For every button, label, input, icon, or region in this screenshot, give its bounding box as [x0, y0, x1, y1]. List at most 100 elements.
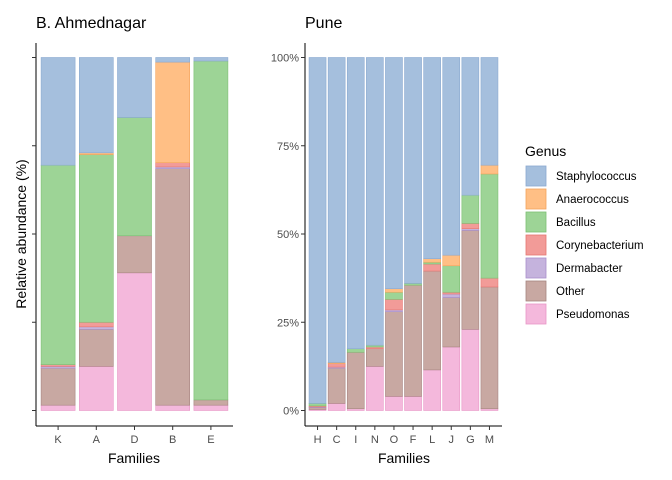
legend-label-pseudomonas: Pseudomonas	[556, 309, 630, 321]
x-tick-label-J: J	[449, 434, 455, 446]
bar-segment-O-staphylococcus	[385, 57, 403, 290]
bar-segment-L-other	[423, 270, 441, 371]
bar-segment-B-anaerococcus	[155, 61, 190, 164]
x-tick-label-B: B	[169, 434, 176, 446]
panel-1-title: B. Ahmednagar	[36, 15, 147, 32]
bar-segment-A-corynebacterium	[79, 321, 114, 328]
y-tick-label: 25%	[277, 317, 299, 329]
bar-segment-K-staphylococcus	[40, 57, 76, 166]
bar-segment-B-staphylococcus	[155, 57, 190, 63]
x-tick-label-A: A	[93, 434, 101, 446]
bar-segment-O-corynebacterium	[385, 299, 403, 311]
bar-segment-N-pseudomonas	[366, 366, 384, 411]
bar-segment-M-corynebacterium	[480, 277, 499, 288]
x-tick-label-G: G	[466, 434, 475, 446]
y-tick-label: 50%	[277, 229, 299, 241]
bar-segment-A-pseudomonas	[79, 366, 114, 411]
y-tick-label: 75%	[277, 141, 299, 153]
legend-label-other: Other	[556, 286, 585, 298]
bar-segment-G-staphylococcus	[461, 57, 480, 196]
bar-segment-G-corynebacterium	[461, 223, 480, 230]
bar-segment-L-staphylococcus	[423, 57, 441, 260]
bar-segment-M-other	[480, 286, 499, 410]
bar-segment-J-bacillus	[442, 265, 461, 293]
legend-key-dermabacter	[525, 257, 547, 279]
bar-segment-J-other	[442, 297, 461, 348]
bar-segment-O-other	[385, 311, 403, 397]
bar-segment-D-staphylococcus	[117, 57, 152, 118]
bar-segment-B-other	[155, 168, 190, 406]
legend-key-staphylococcus	[525, 165, 547, 187]
bar-segment-K-bacillus	[40, 164, 76, 365]
legend-label-bacillus: Bacillus	[556, 217, 596, 229]
x-tick-label-D: D	[131, 434, 139, 446]
legend-label-corynebacterium: Corynebacterium	[556, 240, 644, 252]
panel-2-bars	[308, 57, 499, 411]
bar-segment-O-anaerococcus	[385, 288, 403, 293]
bar-segment-A-staphylococcus	[79, 57, 114, 154]
legend-key-bacillus	[525, 211, 547, 233]
bar-segment-M-bacillus	[480, 173, 499, 279]
bar-segment-J-dermabacter	[442, 293, 461, 298]
x-tick-label-H: H	[314, 434, 322, 446]
bar-segment-I-bacillus	[346, 348, 365, 353]
bar-segment-G-other	[461, 230, 480, 330]
bar-segment-L-corynebacterium	[423, 263, 441, 272]
bar-segment-C-pseudomonas	[327, 403, 346, 411]
bar-segment-C-staphylococcus	[327, 57, 346, 363]
x-tick-label-E: E	[207, 434, 214, 446]
legend-label-staphylococcus: Staphylococcus	[556, 171, 637, 183]
bar-segment-D-pseudomonas	[117, 272, 152, 411]
bar-segment-K-other	[40, 367, 76, 406]
bar-segment-G-pseudomonas	[461, 329, 480, 411]
bar-segment-L-pseudomonas	[423, 369, 441, 411]
bar-segment-I-other	[346, 351, 365, 410]
panel-2-title: Pune	[305, 15, 342, 32]
bar-segment-B-corynebacterium	[155, 162, 190, 168]
bar-segment-A-dermabacter	[79, 326, 114, 330]
y-tick-label: 100%	[271, 53, 299, 65]
panel-2-x-axis-label: Families	[378, 450, 430, 466]
bar-segment-M-staphylococcus	[480, 57, 499, 166]
bar-segment-H-bacillus	[308, 403, 327, 407]
bar-segment-J-anaerococcus	[442, 254, 461, 267]
legend-title: Genus	[525, 143, 566, 159]
bar-segment-I-staphylococcus	[346, 57, 365, 350]
bar-segment-B-pseudomonas	[155, 404, 190, 411]
x-tick-label-N: N	[371, 434, 379, 446]
bar-segment-F-staphylococcus	[404, 57, 422, 284]
x-tick-label-O: O	[390, 434, 399, 446]
bar-segment-E-pseudomonas	[193, 404, 229, 411]
x-tick-label-M: M	[485, 434, 494, 446]
bar-segment-F-pseudomonas	[404, 396, 422, 411]
x-tick-label-C: C	[333, 434, 341, 446]
bar-segment-O-pseudomonas	[385, 396, 403, 411]
bar-segment-F-other	[404, 284, 422, 397]
legend-key-other	[525, 280, 547, 302]
panel-2-y-ticks: 0% 25% 50% 75% 100%	[271, 53, 305, 418]
x-tick-label-I: I	[354, 434, 357, 446]
legend-label-dermabacter: Dermabacter	[556, 263, 623, 275]
bar-segment-G-bacillus	[461, 194, 480, 224]
bar-segment-J-pseudomonas	[442, 346, 461, 411]
x-tick-label-L: L	[429, 434, 435, 446]
bar-segment-D-other	[117, 235, 152, 274]
bar-segment-M-anaerococcus	[480, 164, 499, 175]
bar-segment-L-anaerococcus	[423, 258, 441, 263]
panel-1-bars	[40, 57, 229, 411]
legend-key-corynebacterium	[525, 234, 547, 256]
bar-segment-K-pseudomonas	[40, 404, 76, 411]
bar-segment-N-other	[366, 348, 384, 367]
bar-segment-J-staphylococcus	[442, 57, 461, 256]
bar-segment-O-bacillus	[385, 291, 403, 300]
bar-segment-E-bacillus	[193, 60, 229, 401]
bar-segment-E-staphylococcus	[193, 57, 229, 62]
y-tick-label: 0%	[283, 406, 299, 418]
bar-segment-D-bacillus	[117, 117, 152, 237]
bar-segment-C-other	[327, 367, 346, 404]
bar-segment-C-corynebacterium	[327, 363, 346, 368]
legend-key-pseudomonas	[525, 303, 547, 325]
